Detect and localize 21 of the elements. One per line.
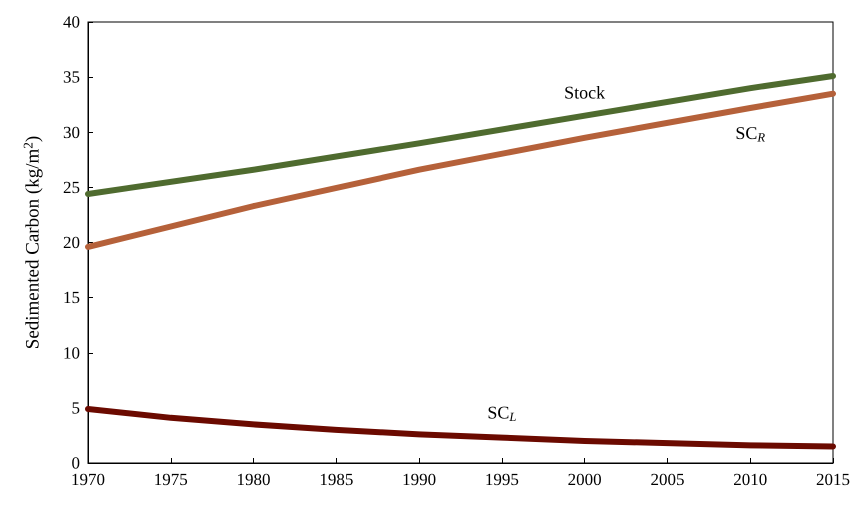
- y-tick-label: 15: [63, 288, 80, 308]
- y-tick-label: 20: [63, 233, 80, 252]
- x-tick-label: 1970: [71, 470, 105, 489]
- y-tick-label: 10: [63, 343, 80, 362]
- x-tick-label: 1995: [484, 470, 519, 489]
- y-tick-label: 30: [63, 122, 80, 142]
- y-tick-label: 5: [72, 398, 80, 418]
- y-tick-label: 40: [63, 12, 80, 32]
- x-tick-label: 1990: [402, 470, 436, 489]
- x-tick-label: 1975: [154, 470, 188, 489]
- y-axis-title: Sedimented Carbon (kg/m2): [20, 136, 44, 350]
- x-tick-label: 1980: [236, 470, 271, 489]
- x-tick-label: 2015: [816, 470, 850, 489]
- x-tick-label: 2000: [568, 470, 602, 489]
- y-tick-label: 25: [63, 178, 80, 197]
- x-tick-label: 2005: [650, 470, 684, 489]
- y-tick-label: 35: [63, 68, 80, 87]
- x-tick-label: 2010: [733, 470, 768, 489]
- series-label: Stock: [564, 82, 606, 103]
- x-tick-label: 1985: [319, 470, 354, 489]
- y-tick-label: 0: [72, 454, 80, 472]
